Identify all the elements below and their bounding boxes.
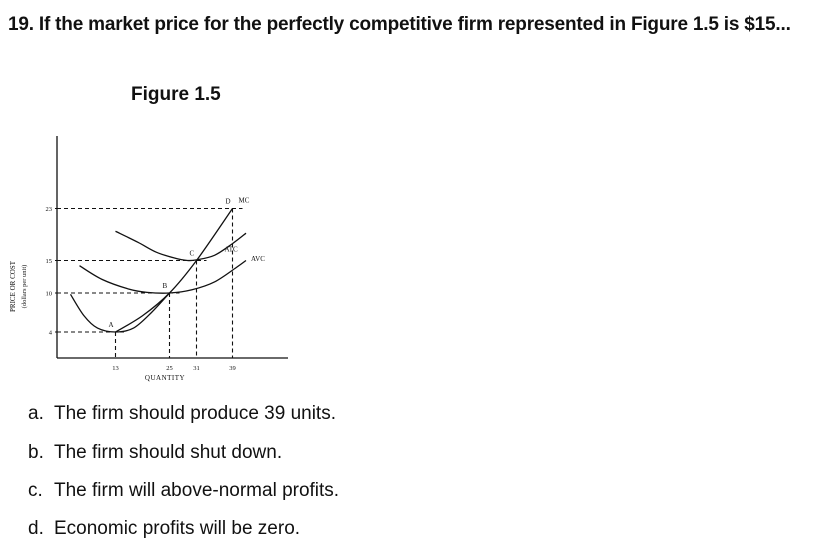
y-tick-label: 15 — [46, 258, 53, 265]
point-label-c: C — [190, 250, 195, 258]
series-mc-curve — [115, 208, 234, 333]
x-tick-label: 39 — [229, 365, 236, 372]
series-label-avc: AVC — [251, 255, 265, 263]
y-tick-label: 23 — [46, 206, 53, 213]
x-tick-label: 25 — [166, 365, 173, 372]
series-atc-curve — [115, 230, 247, 262]
series-unlabeled-curve — [69, 292, 170, 333]
answer-option-c[interactable]: c. The firm will above-normal profits. — [28, 480, 339, 502]
answer-letter: a. — [28, 403, 44, 424]
point-label-a: A — [109, 321, 114, 329]
point-label-d: D — [226, 198, 231, 206]
y-tick-label: 4 — [49, 330, 53, 337]
question-text: 19. If the market price for the perfectl… — [8, 14, 791, 35]
answer-option-b[interactable]: b. The firm should shut down. — [28, 442, 282, 464]
answer-text: The firm will above-normal profits. — [54, 480, 340, 501]
cost-curves-chart: 4 10 15 23 13 25 31 39 MC ATC AVC A B C D QUANTITY PRICE… — [9, 136, 288, 382]
answer-option-a[interactable]: a. The firm should produce 39 units. — [28, 403, 336, 425]
point-label-b: B — [163, 282, 168, 290]
answer-letter: b. — [28, 442, 44, 463]
answer-option-d[interactable]: d. Economic profits will be zero. — [28, 518, 300, 540]
figure-title: Figure 1.5 — [131, 84, 221, 105]
y-axis-sublabel: (dollars per unit) — [21, 265, 28, 309]
x-tick-label: 13 — [112, 365, 119, 372]
answer-letter: c. — [28, 480, 43, 501]
answer-text: Economic profits will be zero. — [54, 518, 301, 539]
x-tick-label: 31 — [193, 365, 200, 372]
answer-text: The firm should produce 39 units. — [54, 403, 336, 424]
x-axis-label: QUANTITY — [145, 374, 185, 382]
y-axis-label: PRICE OR COST — [9, 260, 17, 312]
answer-text: The firm should shut down. — [54, 442, 283, 463]
answer-letter: d. — [28, 518, 44, 539]
y-tick-label: 10 — [46, 291, 53, 298]
series-label-atc: ATC — [225, 245, 239, 253]
series-label-mc: MC — [239, 197, 250, 205]
